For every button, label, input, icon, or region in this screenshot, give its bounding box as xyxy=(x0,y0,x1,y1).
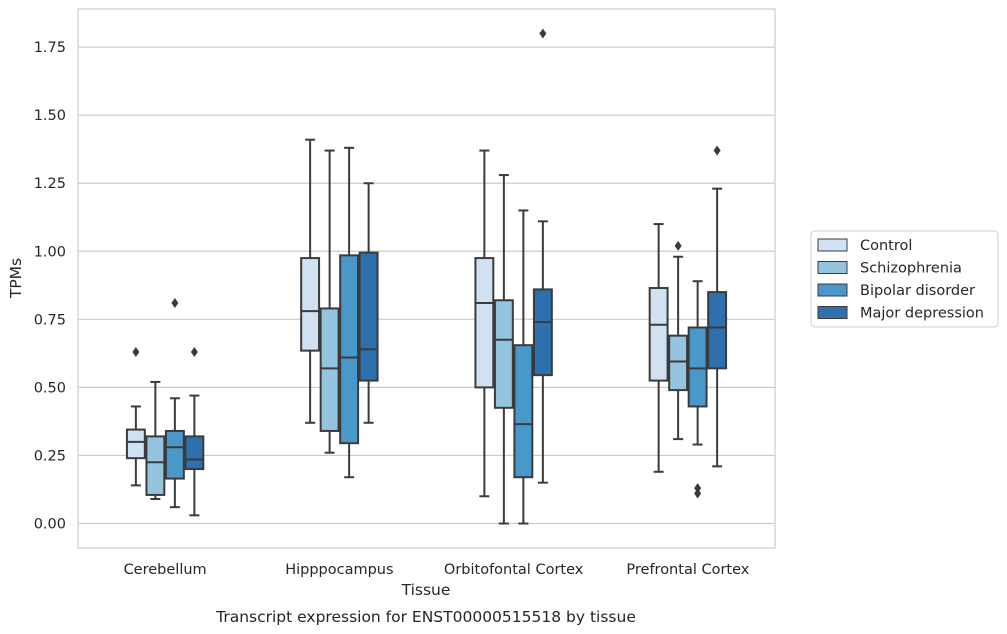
legend-label: Schizophrenia xyxy=(860,261,962,277)
box-bipolar-disorder xyxy=(687,280,708,499)
legend-label: Control xyxy=(860,238,912,254)
box-bipolar-disorder xyxy=(513,209,534,525)
y-tick-label: 0.25 xyxy=(34,448,66,464)
box-iqr xyxy=(493,299,514,409)
x-tick-label: Prefrontal Cortex xyxy=(626,562,749,578)
box-bipolar-disorder xyxy=(339,146,360,479)
box-iqr xyxy=(125,428,146,460)
legend-label: Major depression xyxy=(860,306,984,322)
y-tick-label: 0.50 xyxy=(34,380,66,396)
box-major-depression xyxy=(532,28,553,484)
y-axis-label: TPMs xyxy=(7,258,25,299)
chart-caption: Transcript expression for ENST0000051551… xyxy=(215,608,636,626)
box-schizophrenia xyxy=(493,174,514,525)
flier-marker xyxy=(171,298,179,308)
box-groups xyxy=(125,28,728,525)
box-major-depression xyxy=(358,182,379,424)
box-iqr xyxy=(300,257,321,352)
y-tick-label: 1.25 xyxy=(34,176,66,192)
y-tick-labels: 0.00 0.25 0.50 0.75 1.00 1.25 1.50 1.75 xyxy=(34,40,66,532)
legend: Control Schizophrenia Bipolar disorder Majo… xyxy=(810,230,999,328)
box-iqr xyxy=(474,257,495,389)
legend-frame xyxy=(810,230,999,328)
box-iqr xyxy=(319,307,340,432)
x-tick-label: Hipppocampus xyxy=(285,562,393,578)
legend-label: Bipolar disorder xyxy=(860,283,975,299)
box-schizophrenia xyxy=(145,380,166,500)
flier-marker xyxy=(694,488,702,499)
legend-swatch xyxy=(817,306,848,319)
box-iqr xyxy=(184,435,205,471)
box-iqr xyxy=(339,254,360,445)
box-iqr xyxy=(648,287,669,382)
box-control xyxy=(125,347,146,487)
y-tick-label: 1.75 xyxy=(34,40,66,56)
flier-marker xyxy=(713,145,721,156)
box-control xyxy=(300,138,321,424)
legend-swatch xyxy=(817,283,848,297)
box-schizophrenia xyxy=(668,240,689,441)
box-iqr xyxy=(513,344,534,479)
x-tick-label: Cerebellum xyxy=(124,562,207,578)
box-major-depression xyxy=(707,145,728,468)
flier-marker xyxy=(132,347,140,357)
flier-marker xyxy=(539,28,547,39)
flier-marker xyxy=(190,347,198,357)
flier-marker xyxy=(694,483,702,494)
x-tick-labels: Cerebellum Hipppocampus Orbitofontal Corte… xyxy=(124,562,750,578)
box-iqr xyxy=(687,326,708,408)
box-iqr xyxy=(164,429,185,480)
box-iqr xyxy=(145,435,166,496)
x-tick-label: Orbitofontal Cortex xyxy=(444,562,584,578)
box-schizophrenia xyxy=(319,149,340,454)
y-tick-label: 0.75 xyxy=(34,312,66,328)
box-bipolar-disorder xyxy=(164,298,185,509)
plot-frame xyxy=(77,8,776,549)
x-axis-label: Tissue xyxy=(401,581,451,599)
box-iqr xyxy=(532,288,553,377)
box-iqr xyxy=(668,334,689,392)
legend-swatch xyxy=(817,238,848,252)
box-iqr xyxy=(358,251,379,382)
y-tick-label: 1.00 xyxy=(34,244,66,260)
box-control xyxy=(474,149,495,498)
y-tick-label: 0.00 xyxy=(34,517,66,533)
box-control xyxy=(648,223,669,473)
y-tick-label: 1.50 xyxy=(34,108,66,124)
box-major-depression xyxy=(184,347,205,517)
box-iqr xyxy=(707,291,728,370)
legend-swatch xyxy=(817,261,848,274)
flier-marker xyxy=(674,240,682,251)
